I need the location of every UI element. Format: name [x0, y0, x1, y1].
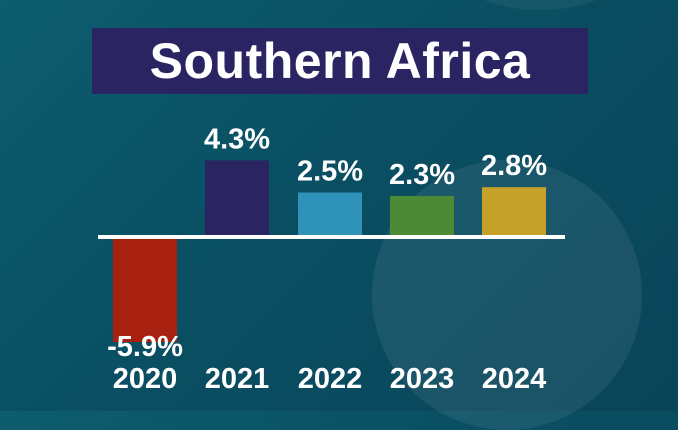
year-label-2021: 2021	[205, 363, 270, 395]
background-circle-top	[470, 0, 610, 10]
year-label-2022: 2022	[298, 363, 363, 395]
year-label-2024: 2024	[482, 363, 547, 395]
bar-2022	[298, 192, 362, 237]
value-label-2020: -5.9%	[107, 331, 183, 363]
bar-2020	[113, 237, 177, 343]
title-banner: Southern Africa	[92, 28, 588, 94]
value-label-2023: 2.3%	[389, 159, 455, 191]
value-label-2021: 4.3%	[204, 123, 270, 155]
bar-2021	[205, 160, 269, 237]
bars-layer	[113, 160, 546, 343]
chart-title: Southern Africa	[149, 33, 531, 89]
value-label-2024: 2.8%	[481, 150, 547, 182]
year-label-2023: 2023	[390, 363, 455, 395]
bar-2024	[482, 187, 546, 237]
year-label-2020: 2020	[113, 363, 178, 395]
labels-layer: -5.9%2020 4.3% 2021 2.5% 2022 2.3% 2023 2.8% 202…	[107, 123, 547, 395]
bar-chart: -5.9%2020 4.3% 2021 2.5% 2022 2.3% 2023 2.8% 202…	[107, 123, 547, 395]
bar-2023	[390, 196, 454, 237]
value-label-2022: 2.5%	[297, 156, 363, 188]
